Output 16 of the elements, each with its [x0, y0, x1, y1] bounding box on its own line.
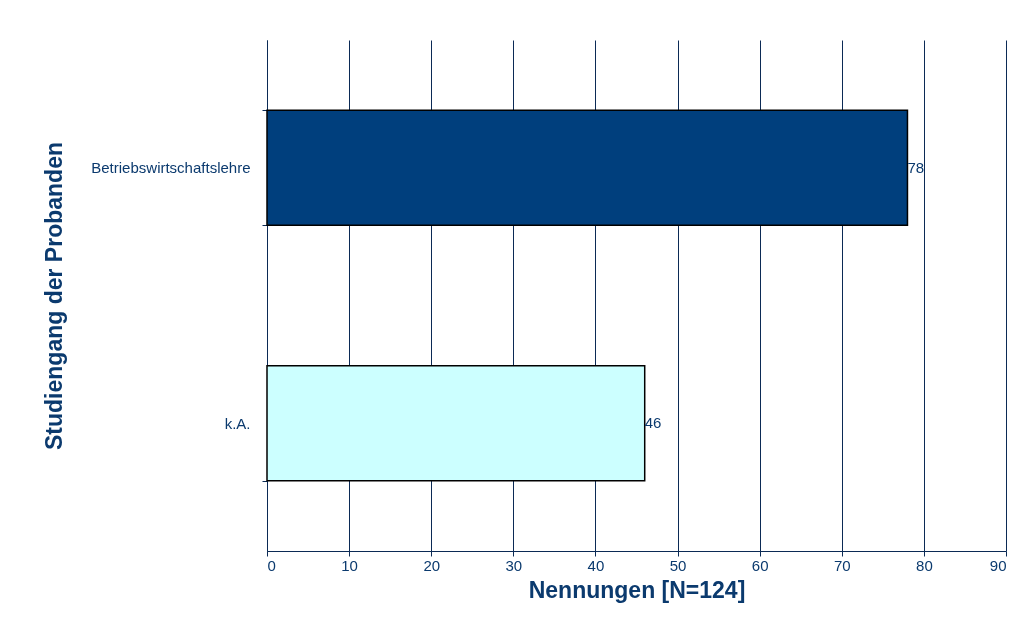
x-tick-label: 20: [423, 556, 441, 574]
x-tick-label: 80: [916, 556, 933, 574]
y-axis-title: Studiengang der Probanden: [41, 142, 68, 450]
x-axis-title: Nennungen [N=124]: [528, 576, 746, 603]
y-tick-label: Betriebswirtschaftslehre: [91, 159, 251, 177]
y-tick-label: k.A.: [224, 414, 251, 432]
x-tick-label: 0: [267, 556, 276, 574]
x-tick-label: 30: [505, 556, 523, 574]
data-label: 78: [907, 158, 925, 176]
data-label: 46: [644, 414, 662, 432]
x-tick-label: 40: [587, 556, 605, 574]
x-tick-label: 50: [669, 556, 687, 574]
x-tick-label: 70: [833, 556, 851, 574]
x-tick-label: 10: [341, 556, 358, 574]
x-tick-label: 90: [989, 556, 1007, 574]
x-tick-label: 60: [751, 556, 769, 574]
